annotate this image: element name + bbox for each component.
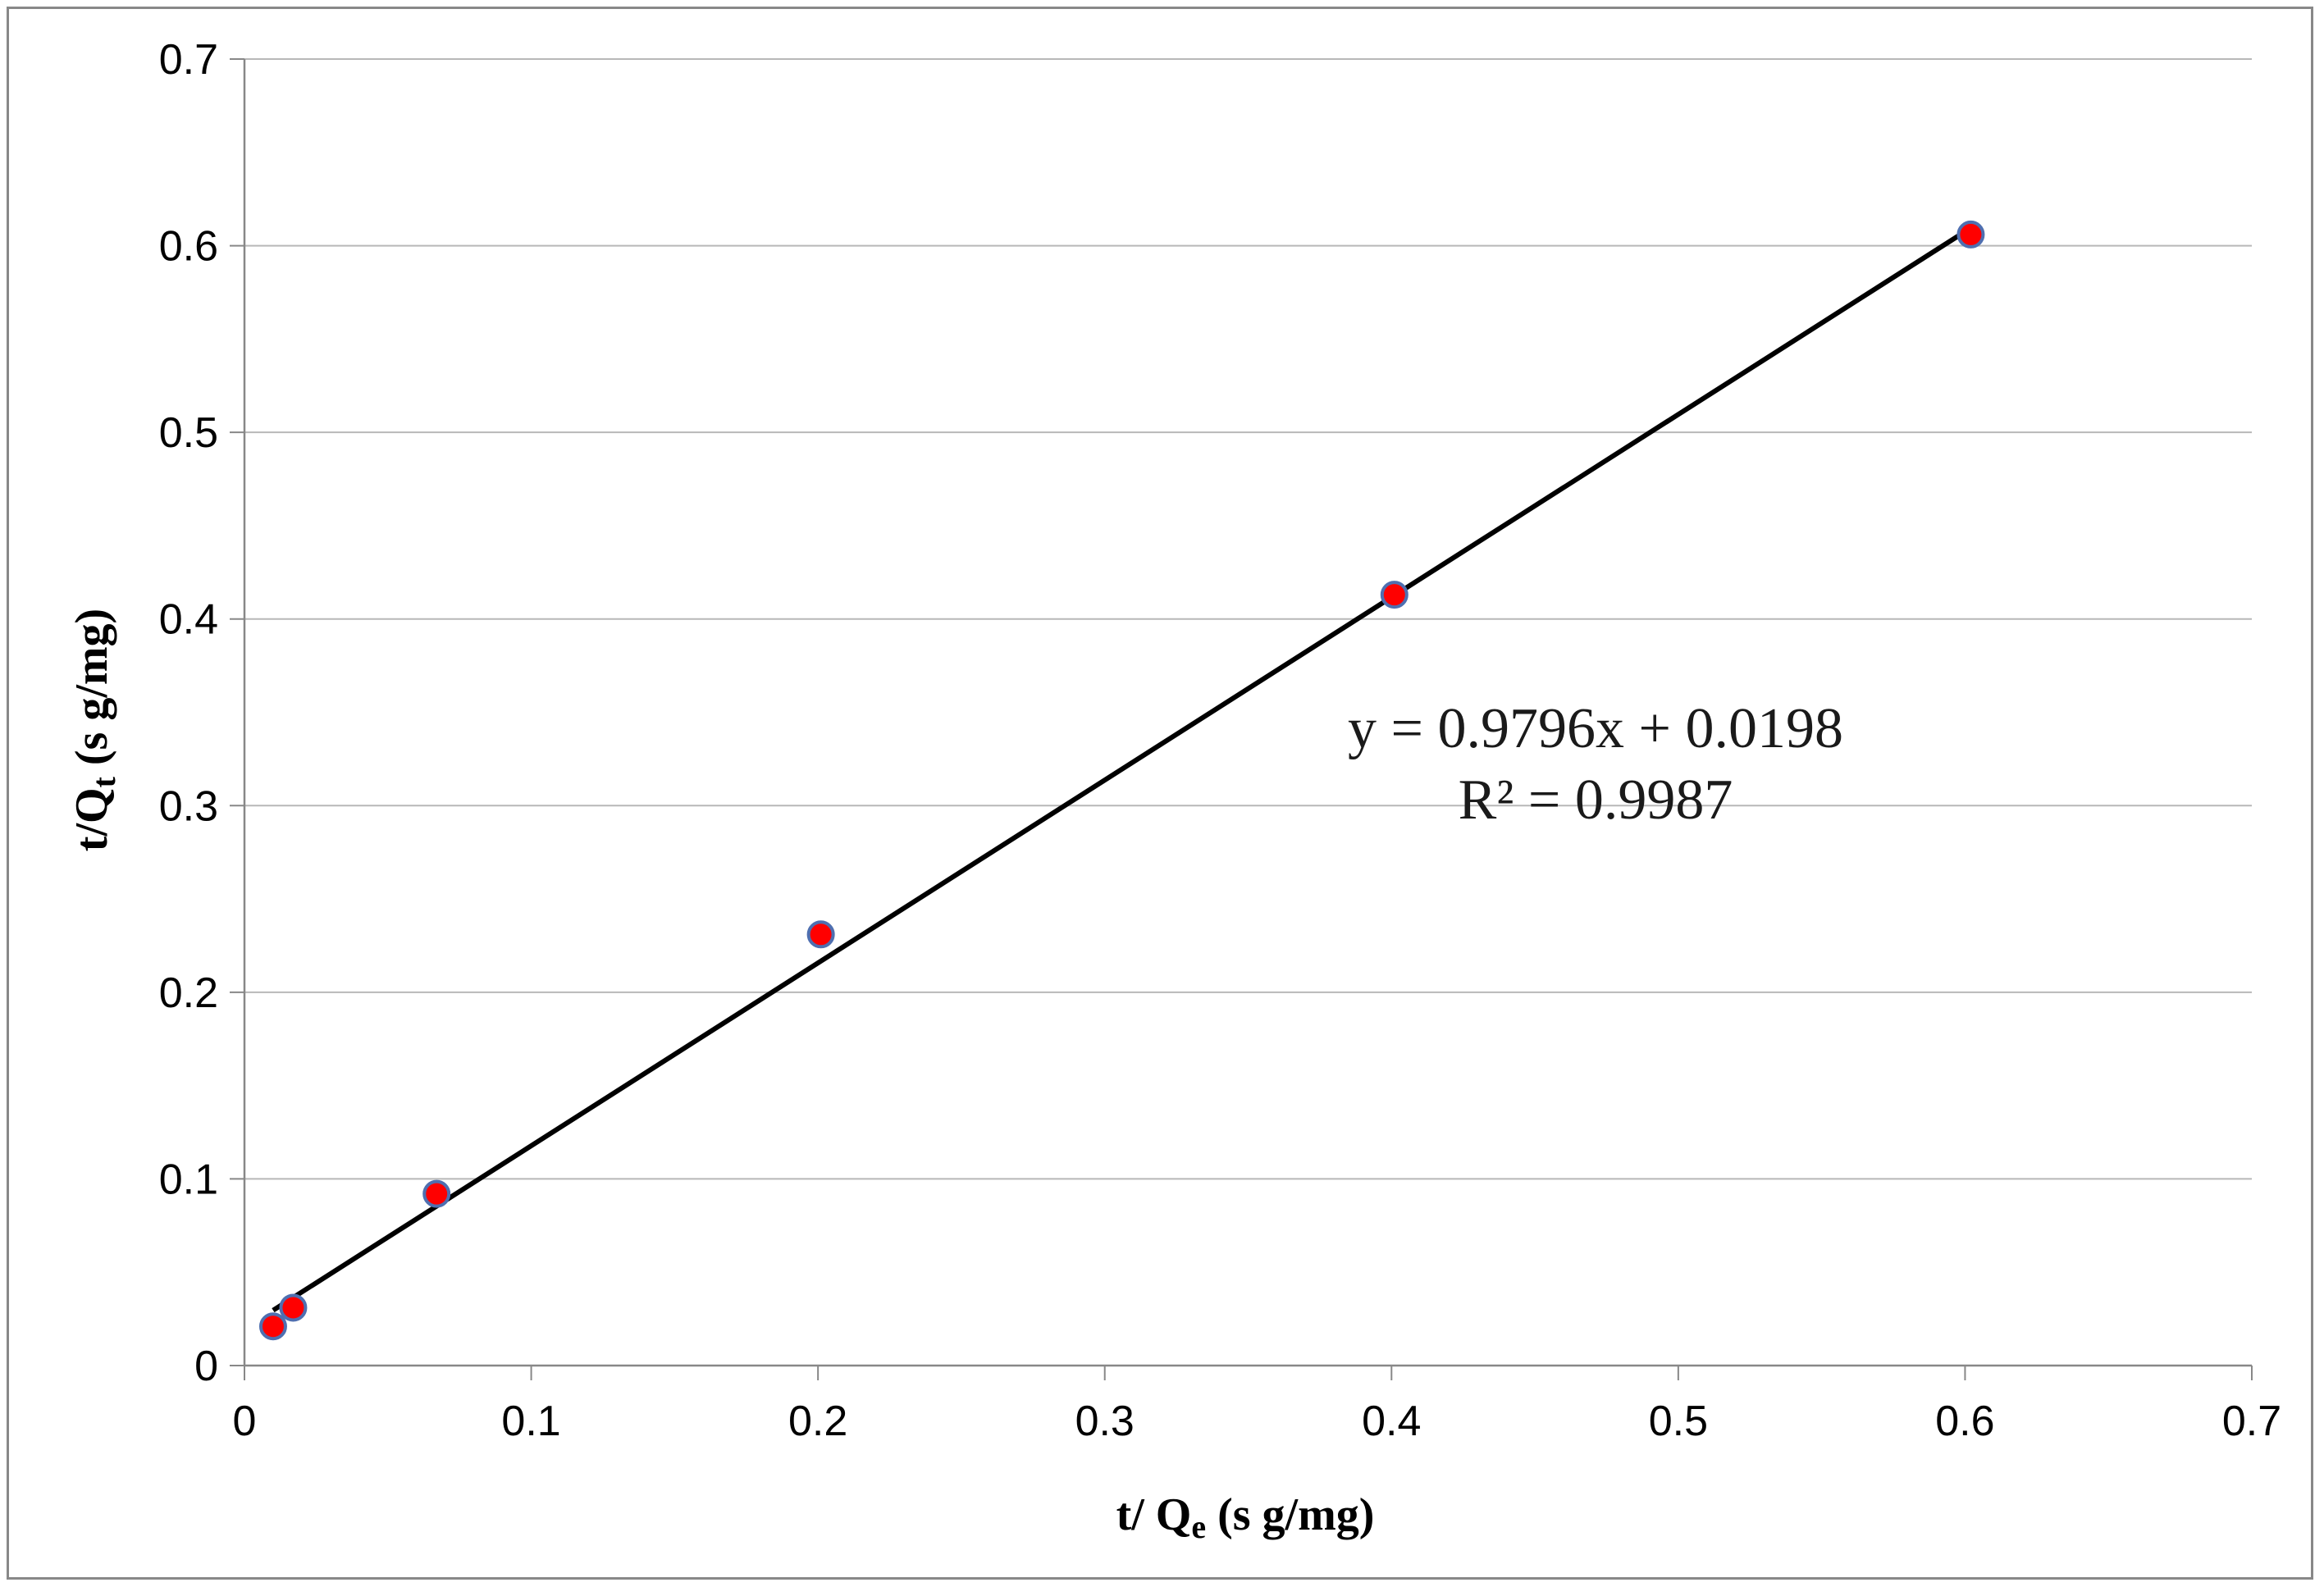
chart-frame	[7, 7, 2313, 1580]
trendline-path	[272, 226, 1973, 1313]
x-tick-label-2: 0.2	[788, 1398, 847, 1445]
data-point-1	[279, 1293, 308, 1322]
y-tick-label-7: 0.7	[159, 36, 218, 84]
x-tick-label-4: 0.4	[1362, 1398, 1421, 1445]
data-point-3	[806, 920, 835, 949]
data-point-0	[258, 1312, 287, 1341]
data-point-2	[422, 1179, 451, 1208]
x-tick-label-6: 0.6	[1935, 1398, 1994, 1445]
y-tick-label-6: 0.6	[159, 223, 218, 271]
data-points	[258, 220, 1985, 1341]
x-axis-title: t/ Qe (s g/mg)	[1116, 1489, 1375, 1545]
y-tick-label-2: 0.2	[159, 969, 218, 1017]
gridlines	[244, 58, 2252, 1180]
y-tick-label-4: 0.4	[159, 596, 218, 644]
r-squared-label: R² = 0.9987	[1459, 768, 1733, 832]
tick-labels: 0 0.1 0.2 0.3 0.4 0.5 0.6 0.7 0 0.1 0.2 0.3 0.4 0.5 0.…	[159, 36, 2281, 1445]
y-tick-label-0: 0	[194, 1343, 218, 1390]
data-point-5	[1956, 220, 1985, 249]
trendline-equation: y = 0.9796x + 0.0198	[1348, 697, 1843, 760]
x-tick-label-0: 0	[233, 1398, 257, 1445]
x-tick-label-5: 0.5	[1649, 1398, 1708, 1445]
x-tick-label-7: 0.7	[2222, 1398, 2281, 1445]
x-tick-label-1: 0.1	[501, 1398, 560, 1445]
trendline	[272, 226, 1973, 1313]
y-tick-label-3: 0.3	[159, 782, 218, 830]
data-point-4	[1380, 581, 1409, 609]
y-tick-label-1: 0.1	[159, 1156, 218, 1203]
y-tick-label-5: 0.5	[159, 409, 218, 457]
x-tick-label-3: 0.3	[1075, 1398, 1135, 1445]
axes	[230, 58, 2253, 1380]
y-axis-title: t/Qt (s g/mg)	[66, 609, 122, 851]
